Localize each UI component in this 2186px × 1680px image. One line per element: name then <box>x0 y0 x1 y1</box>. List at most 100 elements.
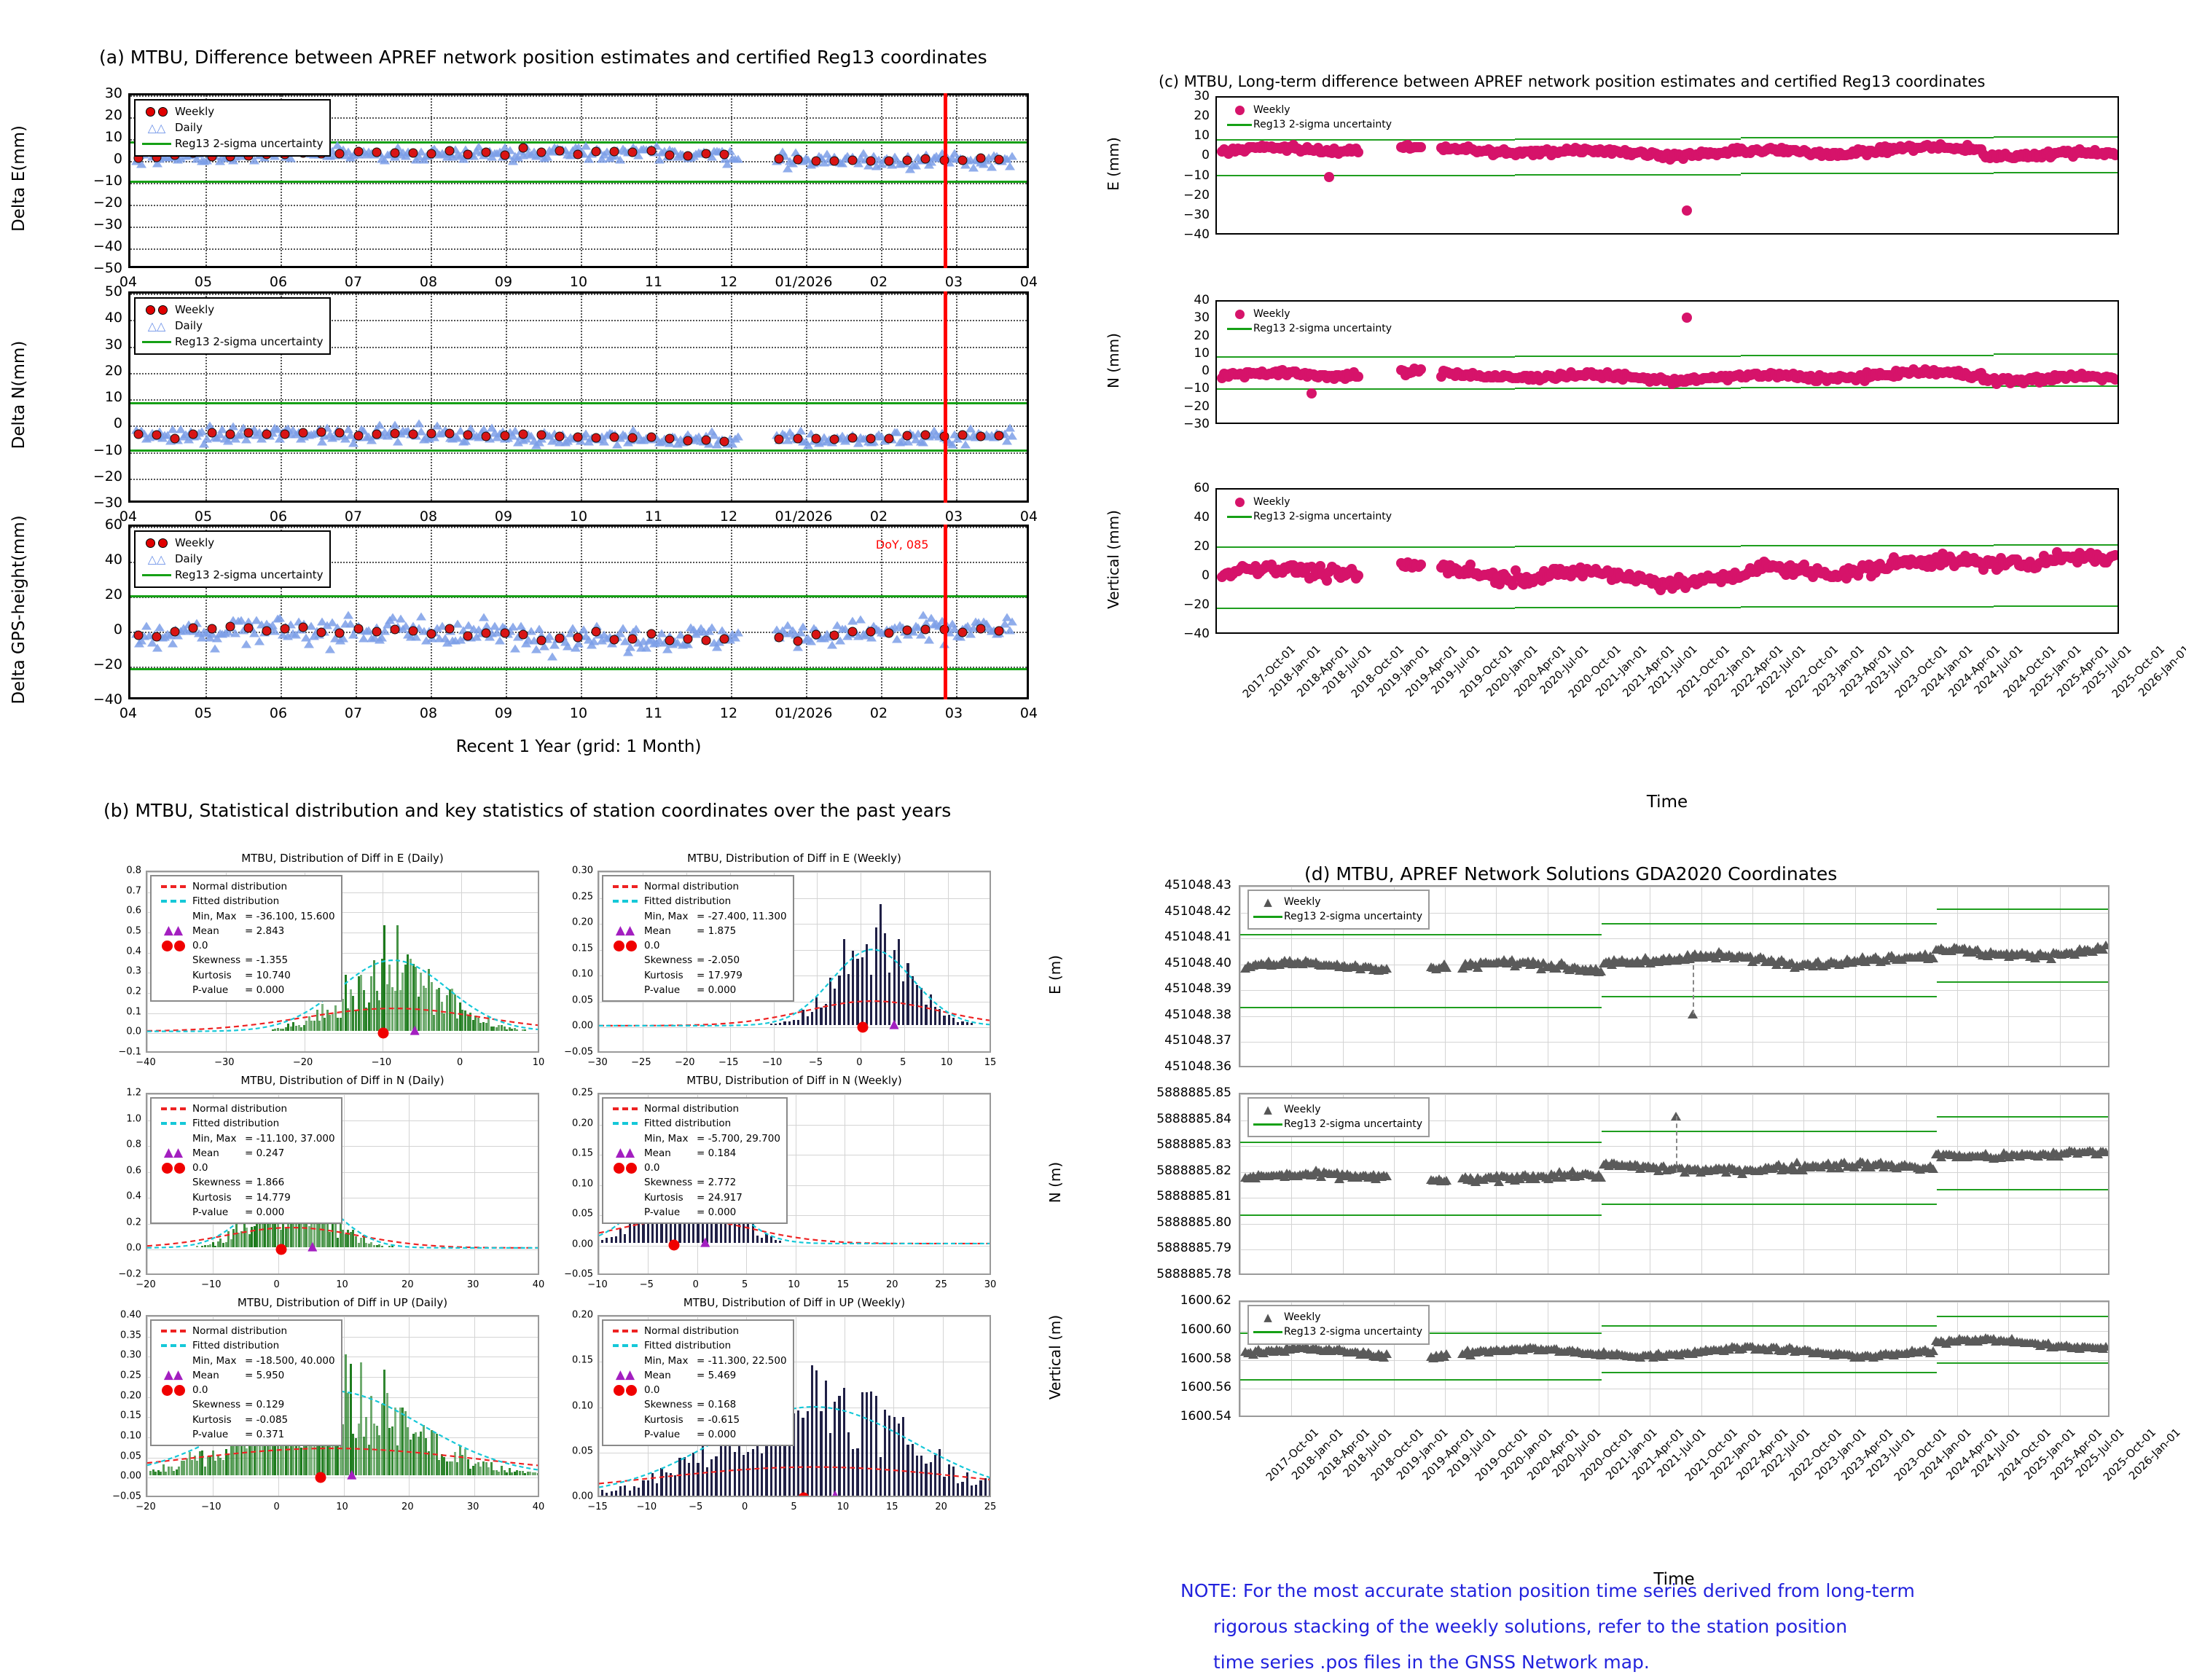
x-tick-label: 01/2026 <box>775 509 833 525</box>
x-tick-label: 20 <box>935 1502 947 1512</box>
y-tick-label: −20 <box>64 195 122 211</box>
normal-dist-line-icon <box>161 885 186 888</box>
weekly-marker <box>243 623 253 632</box>
sigma-line-icon <box>1227 516 1252 518</box>
gridline-horizontal <box>1240 1016 2108 1017</box>
weekly-marker <box>555 146 564 155</box>
x-tick-label: −30 <box>214 1057 234 1068</box>
x-tick-label: −20 <box>293 1057 313 1068</box>
y-tick-label: 1600.60 <box>1084 1322 1231 1337</box>
y-tick-label: −0.05 <box>101 1491 141 1502</box>
sigma-line <box>1602 1372 1937 1373</box>
panel-a-ylabel-1: Delta E(mm) <box>9 76 28 280</box>
x-tick-label: 10 <box>941 1057 953 1068</box>
outlier-connector <box>1693 965 1694 1015</box>
x-tick-label: 07 <box>345 274 362 290</box>
y-tick-label: 40 <box>64 310 122 326</box>
gridline-horizontal <box>130 183 1027 184</box>
stats-label: Min, Max <box>192 1354 245 1368</box>
gridline-horizontal <box>1240 1249 2108 1250</box>
x-tick-label: 02 <box>870 705 888 721</box>
weekly-marker <box>646 433 656 442</box>
legend-label: Reg13 2-sigma uncertainty <box>1252 117 1392 132</box>
x-tick-label: 0 <box>742 1502 748 1512</box>
weekly-marker <box>134 630 144 640</box>
normal-dist-line-icon <box>613 1107 638 1110</box>
sigma-line <box>130 402 1027 404</box>
weekly-marker <box>976 154 985 163</box>
stats-label: Mean <box>192 924 245 938</box>
daily-triangle-icon: △ <box>157 554 165 565</box>
panel-c-ylabel-1: E (mm) <box>1105 73 1122 255</box>
legend-key <box>1227 124 1252 126</box>
gridline-vertical <box>1957 1094 1958 1273</box>
weekly-marker <box>353 624 363 634</box>
daily-marker <box>892 635 902 643</box>
weekly-marker <box>994 155 1003 165</box>
weekly-marker <box>847 627 857 637</box>
panel-b-chart-title-6: MTBU, Distribution of Diff in UP (Weekly… <box>598 1296 991 1309</box>
weekly-dot-icon <box>1235 498 1245 507</box>
stats-value: = -5.700, 29.700 <box>697 1131 780 1146</box>
legend-key <box>1227 106 1252 115</box>
stats-label: 0.0 <box>192 1383 245 1397</box>
legend-item-weekly: Weekly <box>140 535 324 552</box>
sigma-line <box>1741 606 1994 608</box>
zero-dot-icon <box>162 1163 173 1174</box>
stats-minmax: Min, Max= -36.100, 15.600 <box>154 909 335 924</box>
y-tick-label: 0.40 <box>101 1310 141 1321</box>
stats-value: = 0.000 <box>245 983 284 997</box>
stats-fitted-distribution: Fitted distribution <box>154 894 335 908</box>
legend-item-sigma: Reg13 2-sigma uncertainty <box>1227 321 1392 336</box>
legend-item-daily: △△Daily <box>140 318 324 334</box>
x-tick-label: 20 <box>401 1279 414 1290</box>
weekly-marker <box>189 430 198 439</box>
panel-d-title: (d) MTBU, APREF Network Solutions GDA202… <box>1304 863 1837 884</box>
stats-value: = -2.050 <box>697 953 740 967</box>
zero-dot-icon <box>614 1385 624 1396</box>
weekly-marker <box>500 628 509 637</box>
mean-marker: ▲ <box>830 1488 839 1498</box>
stats-zero: 0.0 <box>606 938 787 953</box>
weekly-marker <box>2101 1147 2109 1156</box>
weekly-marker <box>317 427 326 436</box>
weekly-marker <box>335 428 345 438</box>
weekly-marker <box>408 429 418 439</box>
y-tick-label: 10 <box>1148 346 1210 361</box>
gridline-vertical <box>1906 1302 1907 1416</box>
x-tick-label: 20 <box>886 1279 898 1290</box>
x-tick-label: 30 <box>467 1502 479 1512</box>
gridline-horizontal <box>130 227 1027 228</box>
stats-value: = 14.779 <box>245 1190 291 1205</box>
daily-triangle-icon: △ <box>148 554 157 565</box>
legend-label: Weekly <box>1282 1310 1321 1324</box>
daily-marker <box>141 621 152 629</box>
fitted-dist-line-icon <box>161 1122 186 1125</box>
stats-kurtosis: Kurtosis= -0.615 <box>606 1413 787 1427</box>
gridline-vertical <box>1240 1302 1241 1416</box>
stats-value: = 0.000 <box>697 1427 736 1442</box>
sigma-line <box>1741 137 1994 138</box>
legend-item-sigma: Reg13 2-sigma uncertainty <box>1253 1117 1422 1131</box>
stats-normal-distribution: Normal distribution <box>606 879 787 894</box>
weekly-marker <box>1382 1349 1392 1358</box>
stats-key-icon: ▲▲ <box>154 1147 192 1159</box>
y-tick-label: −0.2 <box>101 1269 141 1280</box>
y-tick-label: 40 <box>64 552 122 568</box>
stats-key-icon <box>154 1107 192 1110</box>
stats-value: = 0.184 <box>697 1146 736 1161</box>
sigma-line <box>130 181 1027 183</box>
y-tick-label: −40 <box>1148 227 1210 242</box>
x-tick-label: −10 <box>201 1502 221 1512</box>
x-tick-label: 11 <box>645 705 662 721</box>
x-tick-label: −10 <box>372 1057 391 1068</box>
weekly-marker <box>1928 1164 1938 1173</box>
weekly-triangle-icon: ▲ <box>1264 1312 1272 1323</box>
stats-value: = 2.772 <box>697 1175 736 1190</box>
weekly-marker <box>262 626 271 635</box>
weekly-marker <box>646 146 656 156</box>
weekly-marker <box>793 433 802 443</box>
gridline-vertical <box>1240 1094 1241 1273</box>
daily-marker <box>495 637 505 645</box>
